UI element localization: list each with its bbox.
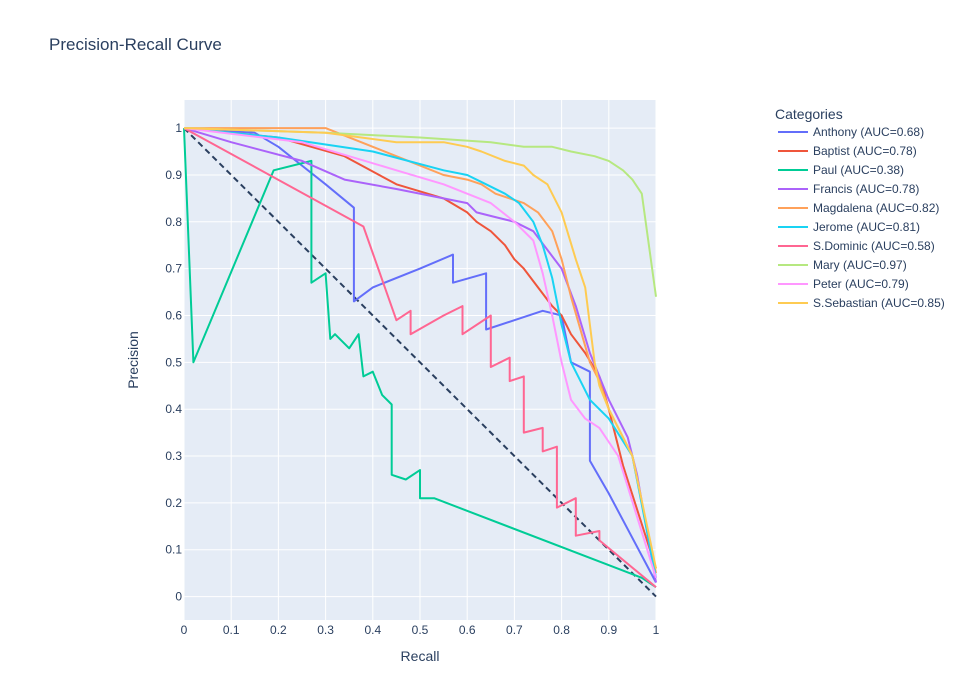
legend-item-label: Paul (AUC=0.38) [813,163,904,177]
series-lines [183,127,657,589]
y-tick-label: 0.9 [165,168,182,182]
series-line-2 [183,128,657,589]
y-tick-label: 1 [175,121,182,135]
y-tick-label: 0.1 [165,543,182,557]
y-tick-label: 0.4 [165,402,182,416]
x-tick-label: 0.4 [364,623,381,637]
legend-title: Categories [775,106,843,122]
legend-item-label: Baptist (AUC=0.78) [813,144,917,158]
x-tick-labels: 0 0.1 0.2 0.3 0.4 0.5 0.6 0.7 0.8 0.9 1 [181,623,660,637]
legend-item-label: S.Sebastian (AUC=0.85) [813,296,945,310]
x-tick-label: 0.8 [553,623,570,637]
random-baseline-line [183,127,657,598]
x-tick-label: 0 [181,623,188,637]
legend-item-label: Magdalena (AUC=0.82) [813,201,939,215]
y-tick-label: 0.3 [165,449,182,463]
legend-item-label: Mary (AUC=0.97) [813,258,907,272]
y-tick-label: 0.6 [165,308,182,322]
chart-title: Precision-Recall Curve [49,35,222,54]
x-tick-label: 0.5 [412,623,429,637]
legend: Categories Anthony (AUC=0.68) Baptist (AU… [775,106,945,310]
x-tick-label: 0.6 [459,623,476,637]
series-line-8 [183,127,657,579]
x-tick-label: 0.1 [223,623,240,637]
series-line-0 [183,127,657,583]
y-tick-label: 0.8 [165,215,182,229]
y-tick-labels: 0 0.1 0.2 0.3 0.4 0.5 0.6 0.7 0.8 0.9 1 [165,121,182,603]
y-tick-label: 0.7 [165,262,182,276]
x-axis-title: Recall [401,648,440,664]
series-line-6 [183,127,657,588]
legend-item-label: Peter (AUC=0.79) [813,277,909,291]
legend-item-label: Francis (AUC=0.78) [813,182,919,196]
series-line-9 [183,127,657,569]
legend-item-label: Anthony (AUC=0.68) [813,125,924,139]
x-tick-label: 0.2 [270,623,287,637]
y-tick-label: 0.2 [165,496,182,510]
grid-lines [183,100,657,620]
x-tick-label: 1 [653,623,660,637]
x-tick-label: 0.9 [600,623,617,637]
legend-item-label: S.Dominic (AUC=0.58) [813,239,935,253]
series-line-7 [183,127,657,297]
legend-item-label: Jerome (AUC=0.81) [813,220,920,234]
x-tick-label: 0.7 [506,623,523,637]
y-tick-label: 0 [175,590,182,604]
y-tick-label: 0.5 [165,355,182,369]
series-line-5 [183,127,657,578]
x-tick-label: 0.3 [317,623,334,637]
y-axis-title: Precision [125,331,141,389]
